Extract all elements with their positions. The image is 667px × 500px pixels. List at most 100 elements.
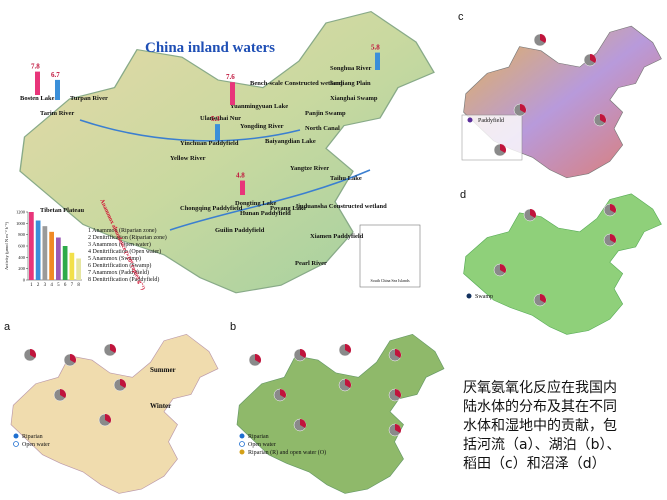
legend-symbol — [239, 449, 245, 455]
y-tick-label: 600 — [18, 244, 26, 249]
legend-text: Paddyfield — [478, 117, 504, 124]
legend-symbol — [239, 433, 245, 439]
panel-letter: c — [458, 11, 464, 23]
legend-text: 8 Denitrification (Paddyfield) — [88, 276, 159, 283]
panel-letter: a — [4, 321, 11, 333]
site-label: Panjin Swamp — [305, 110, 346, 117]
value-bar — [215, 124, 220, 140]
pie-slice — [70, 354, 77, 363]
x-tick-label: 5 — [57, 283, 60, 288]
pie-slice — [600, 114, 607, 123]
site-label: Yangtze River — [290, 165, 329, 172]
pie-slice — [610, 234, 617, 243]
legend-symbol — [467, 117, 473, 123]
x-tick-label: 4 — [50, 283, 53, 288]
bar — [42, 226, 48, 280]
pie-slice — [300, 419, 307, 428]
site-label: Turpan River — [70, 95, 108, 102]
caption-line: 稻田（c）和沼泽（d） — [463, 456, 606, 472]
site-label: Poyang Lake — [270, 205, 306, 212]
pie-slice — [120, 379, 127, 388]
site-label: Baiyangdian Lake — [265, 138, 316, 145]
label: Winter — [150, 402, 171, 410]
x-tick-label: 6 — [64, 283, 67, 288]
site-label: Xianghai Swamp — [330, 95, 378, 102]
pie-slice — [60, 389, 67, 398]
site-label: Guilin Paddyfield — [215, 227, 265, 234]
pie-slice — [540, 33, 547, 43]
value-bar — [240, 180, 245, 195]
bar — [49, 231, 54, 280]
inset-box — [359, 224, 421, 288]
bar — [56, 237, 61, 280]
panel-letter: d — [460, 189, 466, 201]
site-label: Yuanmingyuan Lake — [230, 103, 288, 110]
site-label: Songhua River — [330, 65, 371, 72]
legend-text: 1 Anammox (Riparian zone) — [88, 227, 156, 234]
bar — [76, 258, 81, 280]
value-label: 7.6 — [226, 73, 235, 81]
legend-text: 6 Denitrification (Swamp) — [88, 262, 151, 269]
y-axis-label: Activity (μmol N m⁻² h⁻¹) — [4, 221, 9, 270]
y-tick-label: 400 — [18, 255, 26, 260]
pie-slice — [280, 389, 287, 398]
y-tick-label: 1200 — [16, 210, 26, 215]
legend-text: Open water — [22, 442, 50, 448]
pie-slice — [30, 349, 37, 358]
y-tick-label: 200 — [18, 266, 26, 271]
x-tick-label: 7 — [71, 283, 74, 288]
y-tick-label: 0 — [23, 278, 26, 283]
legend-text: Riparian — [22, 434, 43, 440]
main-map: South China Sea Islands China inland wat… — [4, 12, 434, 293]
value-label: 7.8 — [31, 63, 40, 71]
value-label: 5.3 — [211, 115, 220, 123]
title: China inland waters — [145, 40, 275, 56]
caption-line: 陆水体的分布及其在不同 — [463, 399, 617, 415]
site-label: North Canal — [305, 125, 340, 132]
legend-text: 2 Denitrification (Riparian zone) — [88, 234, 167, 241]
site-label: Chongqing Paddyfield — [180, 205, 243, 212]
bar — [62, 246, 68, 280]
legend-symbol — [239, 441, 245, 447]
site-label: Tibetan Plateau — [40, 207, 85, 214]
site-label: Pearl River — [295, 260, 327, 267]
panel-c: c Paddyfield — [458, 11, 663, 179]
panel-letter: b — [230, 321, 236, 333]
legend-text: 4 Denitrification (Open water) — [88, 248, 161, 255]
value-bar — [35, 71, 40, 95]
pie-slice — [520, 104, 527, 113]
legend-text: Riparian (R) and open water (O) — [248, 449, 326, 456]
legend-symbol — [466, 293, 472, 299]
bar — [69, 252, 75, 280]
panel-b: b Riparian Open water Riparian (R) and o… — [230, 321, 446, 495]
pie-slice — [395, 389, 402, 398]
site-label: Tarim River — [40, 110, 74, 117]
pie-slice — [345, 344, 352, 353]
bar — [29, 212, 34, 280]
legend-text: Swamp — [475, 294, 493, 300]
x-tick-label: 3 — [44, 283, 47, 288]
value-label: 6.7 — [51, 71, 60, 79]
site-label: Dongting Lake — [235, 200, 276, 207]
caption-line: 厌氧氨氧化反应在我国内 — [463, 379, 617, 396]
inset-label: South China Sea Islands — [371, 278, 410, 283]
legend-text: 5 Anammox (Swamp) — [88, 255, 141, 262]
pie-slice — [110, 344, 117, 353]
y-tick-label: 800 — [18, 232, 26, 237]
site-label: Xiamen Paddyfield — [310, 233, 364, 240]
pie-slice — [540, 294, 547, 303]
legend-text: Riparian — [248, 434, 269, 440]
pie-slice — [345, 379, 352, 388]
pie-slice — [395, 349, 402, 358]
legend-text: 3 Anammox (Open water) — [88, 241, 151, 248]
value-bar — [230, 82, 235, 105]
site-label: Jiuduansha Constructed wetland — [295, 203, 387, 210]
legend-text: 7 Anammox (Paddyfield) — [88, 269, 149, 276]
value-bar — [375, 52, 380, 70]
legend-text: Open water — [248, 442, 276, 448]
panel-d: d Swamp — [460, 189, 663, 336]
caption-line: 括河流（a）、湖泊（b）、 — [463, 437, 620, 453]
value-label: 4.8 — [236, 172, 245, 180]
pie-slice — [300, 349, 307, 358]
